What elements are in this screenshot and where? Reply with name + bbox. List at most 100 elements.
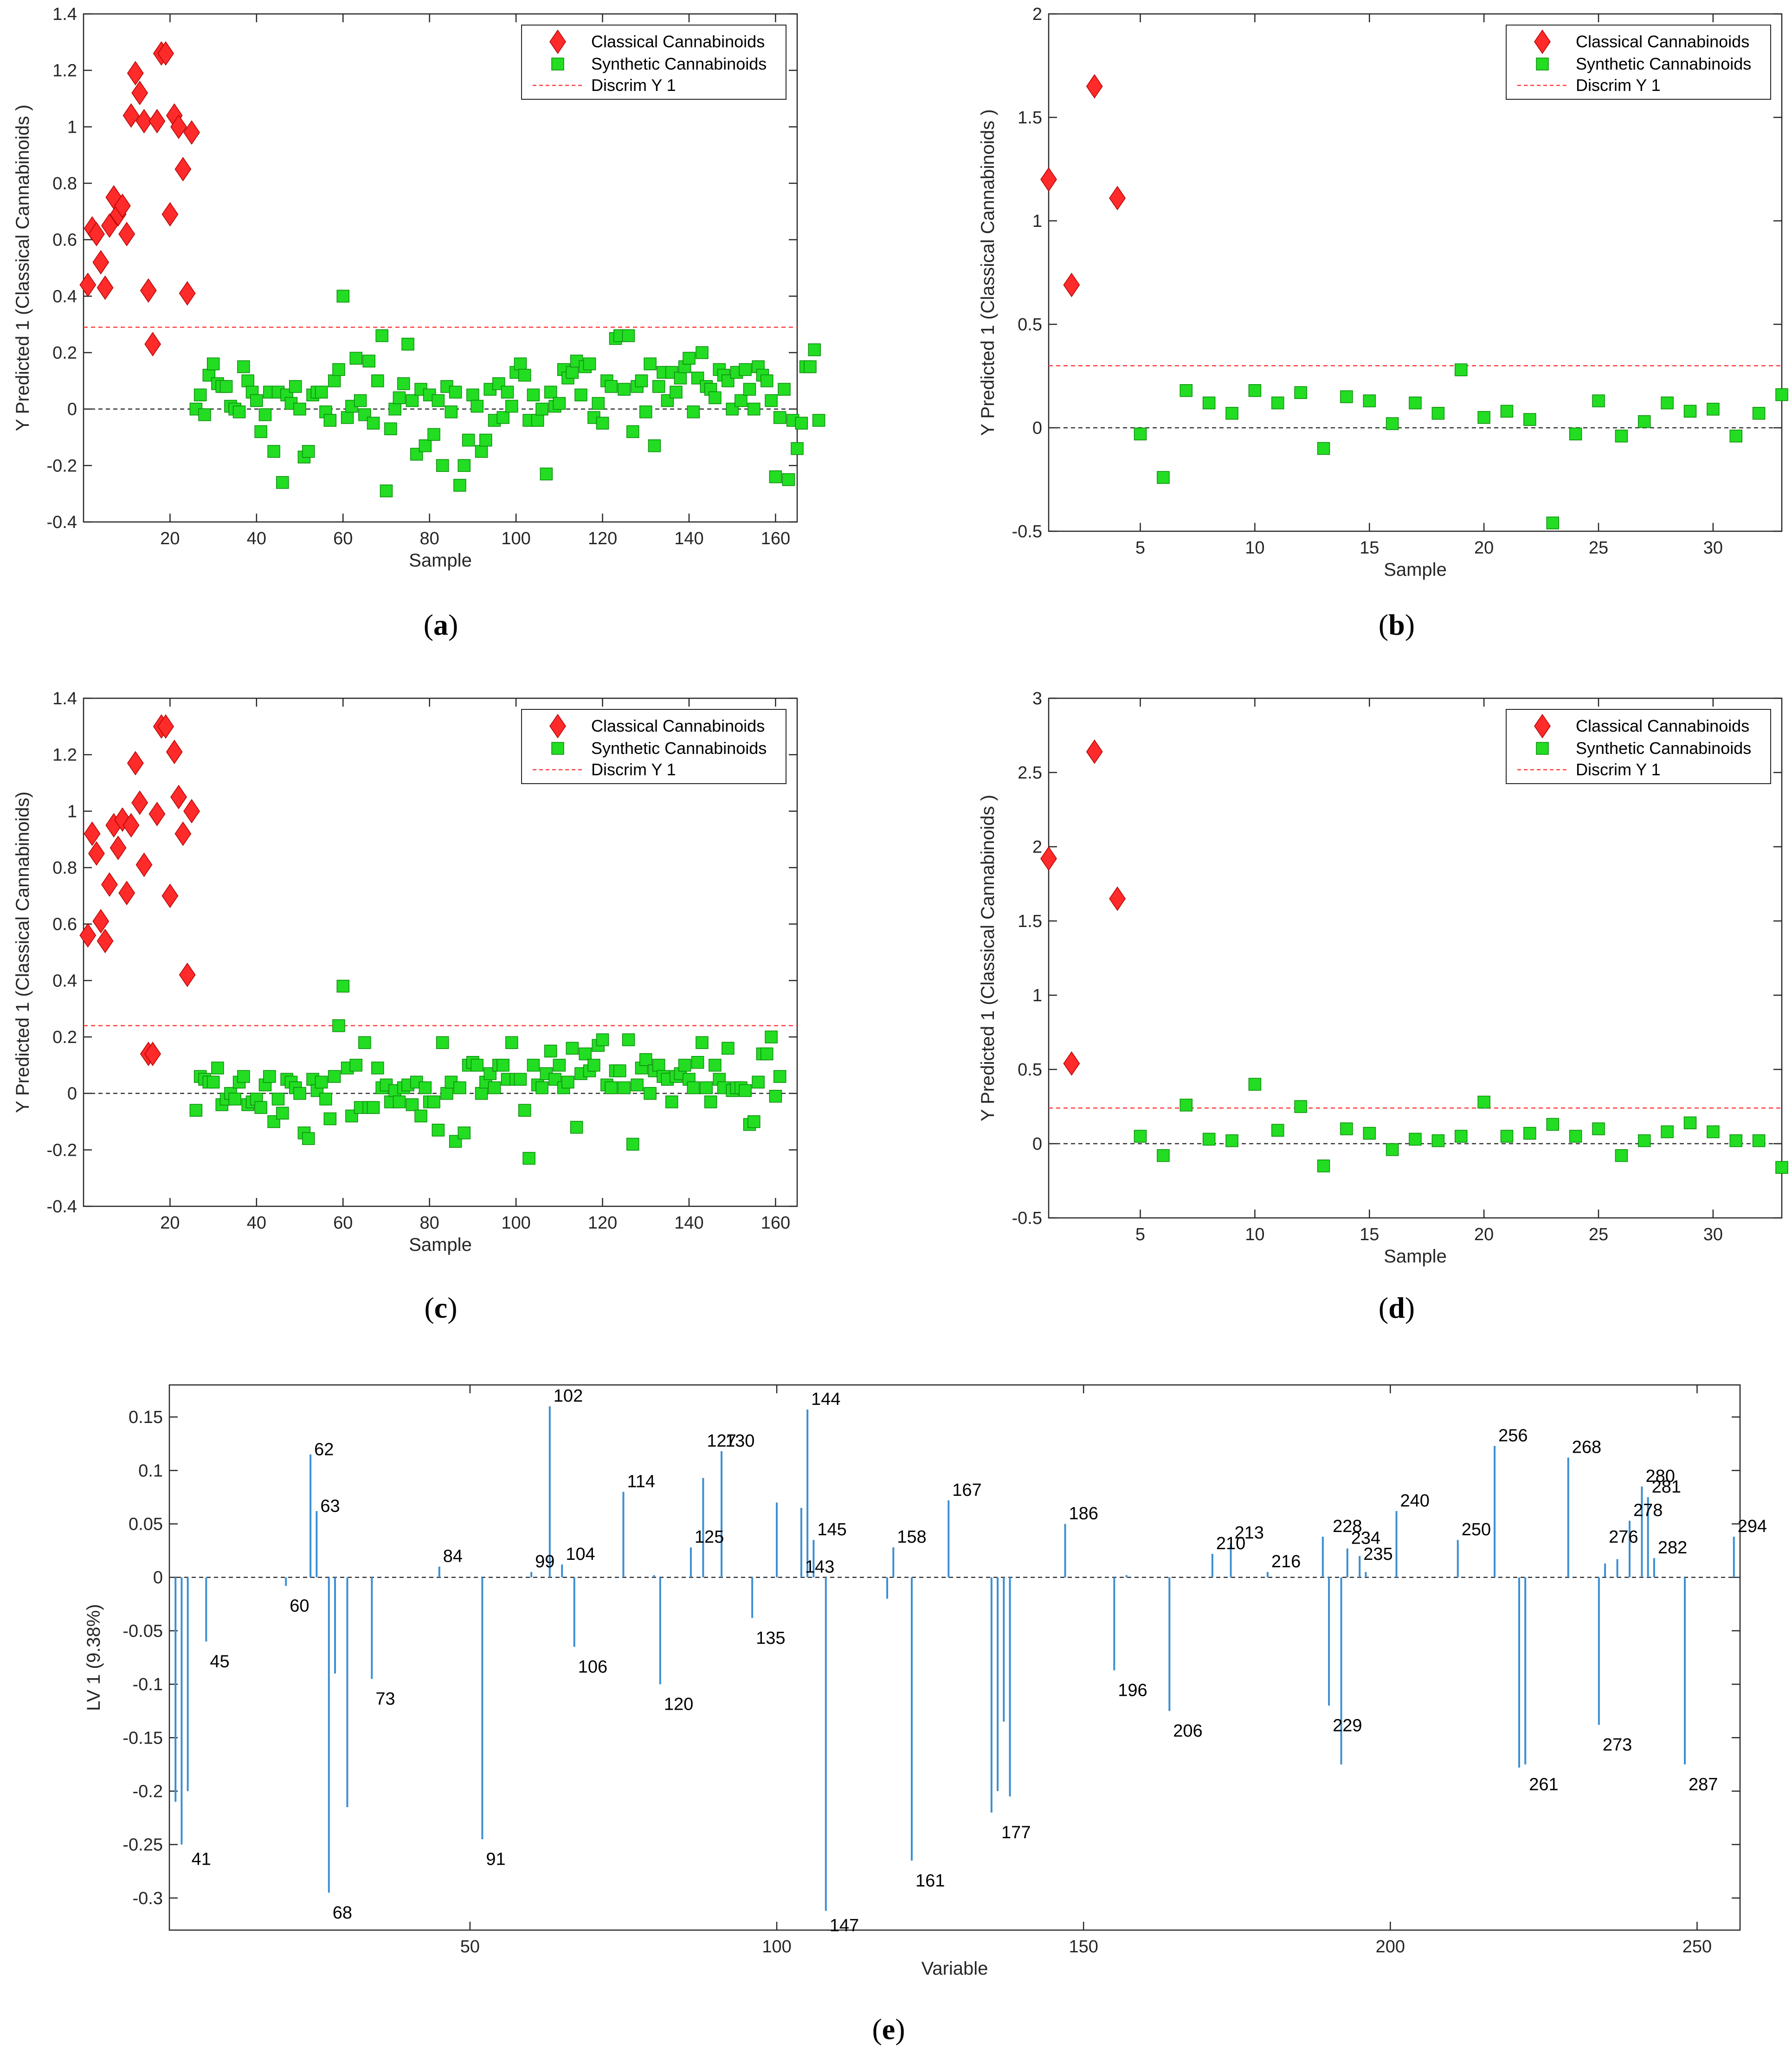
synthetic-point	[267, 1115, 280, 1128]
synthetic-point	[1752, 407, 1766, 420]
synthetic-point	[488, 1081, 501, 1094]
synthetic-point	[527, 388, 540, 401]
y-tick-label: 0.5	[1018, 315, 1042, 335]
synthetic-point	[761, 1047, 774, 1061]
classical-point	[135, 852, 153, 877]
synthetic-point	[367, 417, 380, 430]
synthetic-point	[1592, 394, 1605, 407]
y-tick-label: 1	[1032, 986, 1042, 1005]
synthetic-point	[722, 1042, 735, 1055]
panel-label-c: (c)	[424, 1291, 457, 1324]
y-tick-label: 0.5	[1018, 1060, 1042, 1080]
classical-point	[179, 281, 196, 306]
variable-label: 278	[1633, 1501, 1663, 1520]
classical-point	[101, 872, 118, 897]
y-tick-label: -0.4	[47, 1197, 77, 1217]
variable-label: 276	[1609, 1527, 1638, 1547]
synthetic-point	[228, 1093, 241, 1106]
synthetic-point	[735, 394, 748, 407]
synthetic-point	[479, 433, 492, 447]
synthetic-point	[639, 1053, 652, 1066]
x-tick-label: 15	[1360, 1225, 1379, 1244]
synthetic-point	[1546, 516, 1559, 529]
x-tick-label: 140	[674, 529, 703, 548]
synthetic-point	[670, 386, 683, 399]
classical-point	[101, 213, 118, 238]
synthetic-point	[263, 1070, 276, 1083]
synthetic-point	[206, 357, 220, 371]
synthetic-point	[432, 394, 445, 407]
synthetic-point	[1431, 407, 1445, 420]
variable-label: 60	[290, 1596, 309, 1616]
variable-label: 145	[817, 1520, 846, 1539]
variable-label: 63	[320, 1496, 340, 1516]
synthetic-point	[696, 346, 709, 359]
legend-box	[521, 709, 786, 784]
x-tick-label: 50	[460, 1937, 480, 1957]
variable-label: 287	[1689, 1775, 1718, 1794]
y-tick-label: 1.4	[52, 689, 77, 708]
y-axis-label: Y Predicted 1 (Classical Cannabinoids)	[13, 792, 33, 1113]
y-tick-label: -0.2	[47, 1140, 77, 1160]
classical-point	[170, 114, 187, 139]
variable-label: 102	[554, 1386, 583, 1406]
synthetic-point	[1409, 1133, 1422, 1146]
legend-classical-label: Classical Cannabinoids	[1576, 32, 1749, 51]
panel-label-d: (d)	[1379, 1291, 1415, 1324]
synthetic-point	[1431, 1134, 1445, 1147]
synthetic-point	[328, 374, 341, 387]
classical-point	[131, 80, 148, 105]
variable-label: 114	[627, 1472, 655, 1491]
chart-c: 20 40 60 80 100 120 140 160 -0.4 -0.2 0 0.2 0.4 0.6 0.…	[13, 689, 798, 1255]
synthetic-point	[553, 397, 566, 410]
synthetic-point	[1661, 396, 1674, 410]
synthetic-point	[535, 402, 548, 416]
synthetic-point	[1500, 405, 1514, 418]
x-tick-label: 250	[1682, 1937, 1712, 1957]
synthetic-point	[709, 391, 722, 405]
classical-point	[1063, 1051, 1080, 1076]
synthetic-point	[1455, 363, 1468, 376]
x-tick-label: 120	[588, 529, 617, 548]
y-tick-label: -0.2	[133, 1782, 163, 1801]
classical-point	[183, 120, 200, 145]
synthetic-point	[791, 442, 804, 455]
x-tick-label: 40	[247, 1213, 266, 1233]
y-axis-label: Y Predicted 1 (Classical Cannabinoids )	[978, 795, 998, 1121]
synthetic-point	[544, 1044, 557, 1058]
synthetic-point	[1500, 1130, 1514, 1143]
synthetic-point	[432, 1124, 445, 1137]
synthetic-point	[371, 374, 384, 387]
variable-label: 281	[1652, 1477, 1681, 1497]
classical-point	[174, 821, 192, 846]
synthetic-point	[332, 363, 345, 376]
synthetic-point	[1523, 413, 1536, 426]
legend-classical-marker	[1534, 29, 1551, 54]
y-tick-label: 0.6	[52, 231, 77, 250]
synthetic-point	[1134, 427, 1147, 441]
legend-classical-label: Classical Cannabinoids	[591, 32, 765, 51]
synthetic-point	[211, 1062, 224, 1075]
synthetic-point	[458, 1127, 471, 1139]
synthetic-point	[315, 1075, 328, 1089]
synthetic-point	[1683, 1116, 1697, 1129]
variable-label: 106	[578, 1657, 607, 1677]
synthetic-point	[1317, 442, 1330, 455]
legend-synthetic-label: Synthetic Cannabinoids	[591, 739, 767, 758]
synthetic-point	[605, 1081, 618, 1094]
legend-classical-marker	[549, 29, 566, 54]
synthetic-point	[505, 1036, 518, 1049]
synthetic-point	[769, 470, 782, 483]
synthetic-point	[401, 338, 414, 351]
classical-point	[118, 881, 135, 906]
synthetic-point	[639, 406, 652, 418]
synthetic-point	[700, 1081, 713, 1094]
variable-label: 104	[566, 1545, 595, 1564]
synthetic-point	[587, 1059, 600, 1072]
classical-point	[1086, 739, 1103, 764]
synthetic-point	[678, 1059, 691, 1072]
y-tick-label: 0.6	[52, 915, 77, 934]
variable-label: 294	[1738, 1517, 1767, 1536]
chart-d: 5 10 15 20 25 30 -0.5 0 0.5 1 1.5 2 2.5 3 Sample Y Pred…	[978, 689, 1788, 1267]
y-tick-label: -0.4	[47, 513, 77, 532]
